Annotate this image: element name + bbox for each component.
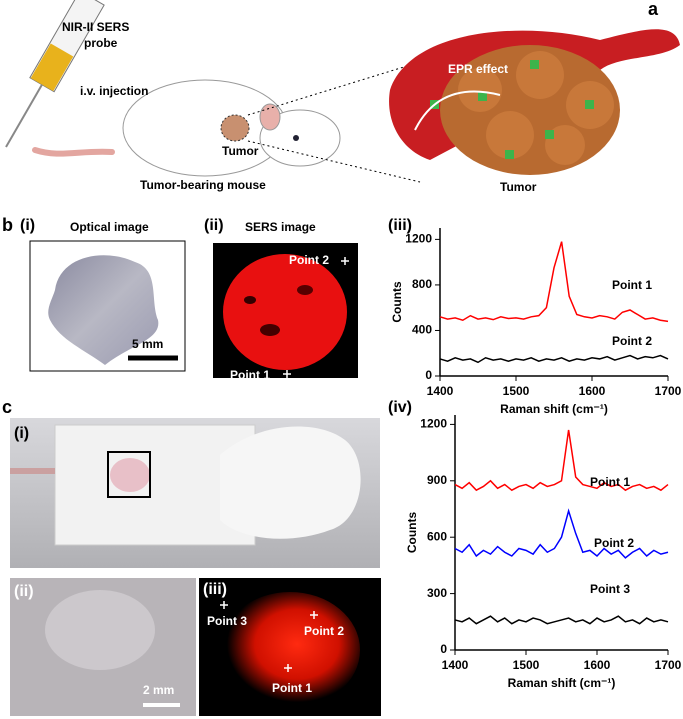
scale-label: 5 mm — [132, 337, 163, 351]
syringe-liquid — [30, 43, 74, 92]
sers-signal — [220, 592, 360, 708]
spectrum-line — [454, 508, 669, 559]
x-tick-label: 1600 — [579, 384, 606, 398]
chart-label: (iii) — [388, 217, 412, 234]
tumor-photo — [110, 458, 150, 492]
point-marker — [310, 611, 318, 619]
point-label: Point 2 — [304, 624, 344, 638]
tumor-label: Tumor — [222, 144, 259, 158]
probe-label: probe — [84, 36, 118, 50]
mouse-ear — [259, 103, 281, 131]
x-axis-label: Raman shift (cm⁻¹) — [500, 402, 608, 416]
series-label: Point 2 — [612, 334, 652, 348]
nanoprobe — [505, 150, 514, 159]
image-title: Optical image — [70, 220, 149, 234]
sers-noise — [297, 285, 313, 295]
spectrum-line — [454, 429, 669, 492]
spectrum-line — [454, 615, 669, 625]
y-axis-label: Counts — [390, 281, 404, 323]
nanoprobe — [585, 100, 594, 109]
subpanel-label: (i) — [20, 217, 35, 234]
subpanel-label: (ii) — [14, 583, 34, 600]
tumor-lobe — [516, 51, 564, 99]
mouse-caption: Tumor-bearing mouse — [140, 178, 266, 192]
mouse-tail — [32, 147, 115, 157]
subpanel-label: (ii) — [204, 217, 224, 234]
panel-label: c — [2, 397, 12, 417]
x-tick-label: 1400 — [442, 658, 469, 672]
y-tick-label: 600 — [427, 529, 447, 543]
chart-label: (iv) — [388, 399, 412, 416]
tumor-lobe — [486, 111, 534, 159]
y-tick-label: 900 — [427, 473, 447, 487]
epr-label: EPR effect — [448, 62, 508, 76]
point-label: Point 1 — [272, 681, 312, 695]
tumor-lobe — [458, 68, 502, 112]
roi-box — [107, 451, 151, 498]
y-tick-label: 0 — [425, 368, 432, 382]
image-title: SERS image — [245, 220, 316, 234]
subpanel-label: (iii) — [203, 581, 227, 598]
point-marker — [341, 257, 349, 265]
x-tick-label: 1700 — [655, 658, 682, 672]
panel-label: b — [2, 215, 13, 235]
tumor-area — [45, 590, 155, 670]
x-tick-label: 1500 — [513, 658, 540, 672]
scale-label: 2 mm — [143, 683, 174, 697]
mouse-body — [220, 426, 361, 539]
series-label: Point 1 — [612, 278, 652, 292]
y-tick-label: 1200 — [420, 417, 447, 431]
tumor-photo — [48, 255, 159, 365]
nanoprobe — [478, 92, 487, 101]
probe-label: NIR-II SERS — [62, 20, 129, 34]
x-tick-label: 1600 — [584, 658, 611, 672]
panel-label: a — [648, 0, 659, 19]
mouse-eye — [293, 135, 299, 141]
syringe — [5, 0, 105, 148]
tumor-lobe — [545, 125, 585, 165]
sers-noise — [260, 324, 280, 336]
x-tick-label: 1500 — [503, 384, 530, 398]
series-label: Point 2 — [594, 536, 634, 550]
x-axis-label: Raman shift (cm⁻¹) — [508, 676, 616, 690]
series-label: Point 1 — [590, 475, 630, 489]
x-tick-label: 1400 — [427, 384, 454, 398]
spectrum-line — [439, 354, 669, 364]
point-label: Point 1 — [230, 368, 270, 382]
injection-label: i.v. injection — [80, 84, 148, 98]
sers-noise — [244, 296, 256, 304]
needle — [5, 84, 43, 148]
nanoprobe — [530, 60, 539, 69]
y-tick-label: 400 — [412, 323, 432, 337]
point-marker — [283, 370, 291, 378]
point-marker — [284, 664, 292, 672]
tumor-mass — [430, 45, 620, 175]
tumor-site — [220, 114, 250, 142]
point-marker — [220, 601, 228, 609]
y-tick-label: 0 — [440, 642, 447, 656]
tumor-caption: Tumor — [500, 180, 537, 194]
series-label: Point 3 — [590, 582, 630, 596]
epr-arrow — [414, 90, 501, 131]
subpanel-label: (i) — [14, 425, 29, 442]
y-axis-label: Counts — [405, 512, 419, 554]
y-tick-label: 1200 — [405, 232, 432, 246]
y-tick-label: 300 — [427, 586, 447, 600]
y-tick-label: 800 — [412, 277, 432, 291]
x-tick-label: 1700 — [655, 384, 682, 398]
point-label: Point 2 — [289, 253, 329, 267]
point-label: Point 3 — [207, 614, 247, 628]
sers-signal — [223, 254, 347, 370]
mouse-tail — [10, 468, 55, 474]
mouse-head — [259, 109, 341, 167]
spectrum-line — [439, 241, 669, 323]
nanoprobe — [545, 130, 554, 139]
